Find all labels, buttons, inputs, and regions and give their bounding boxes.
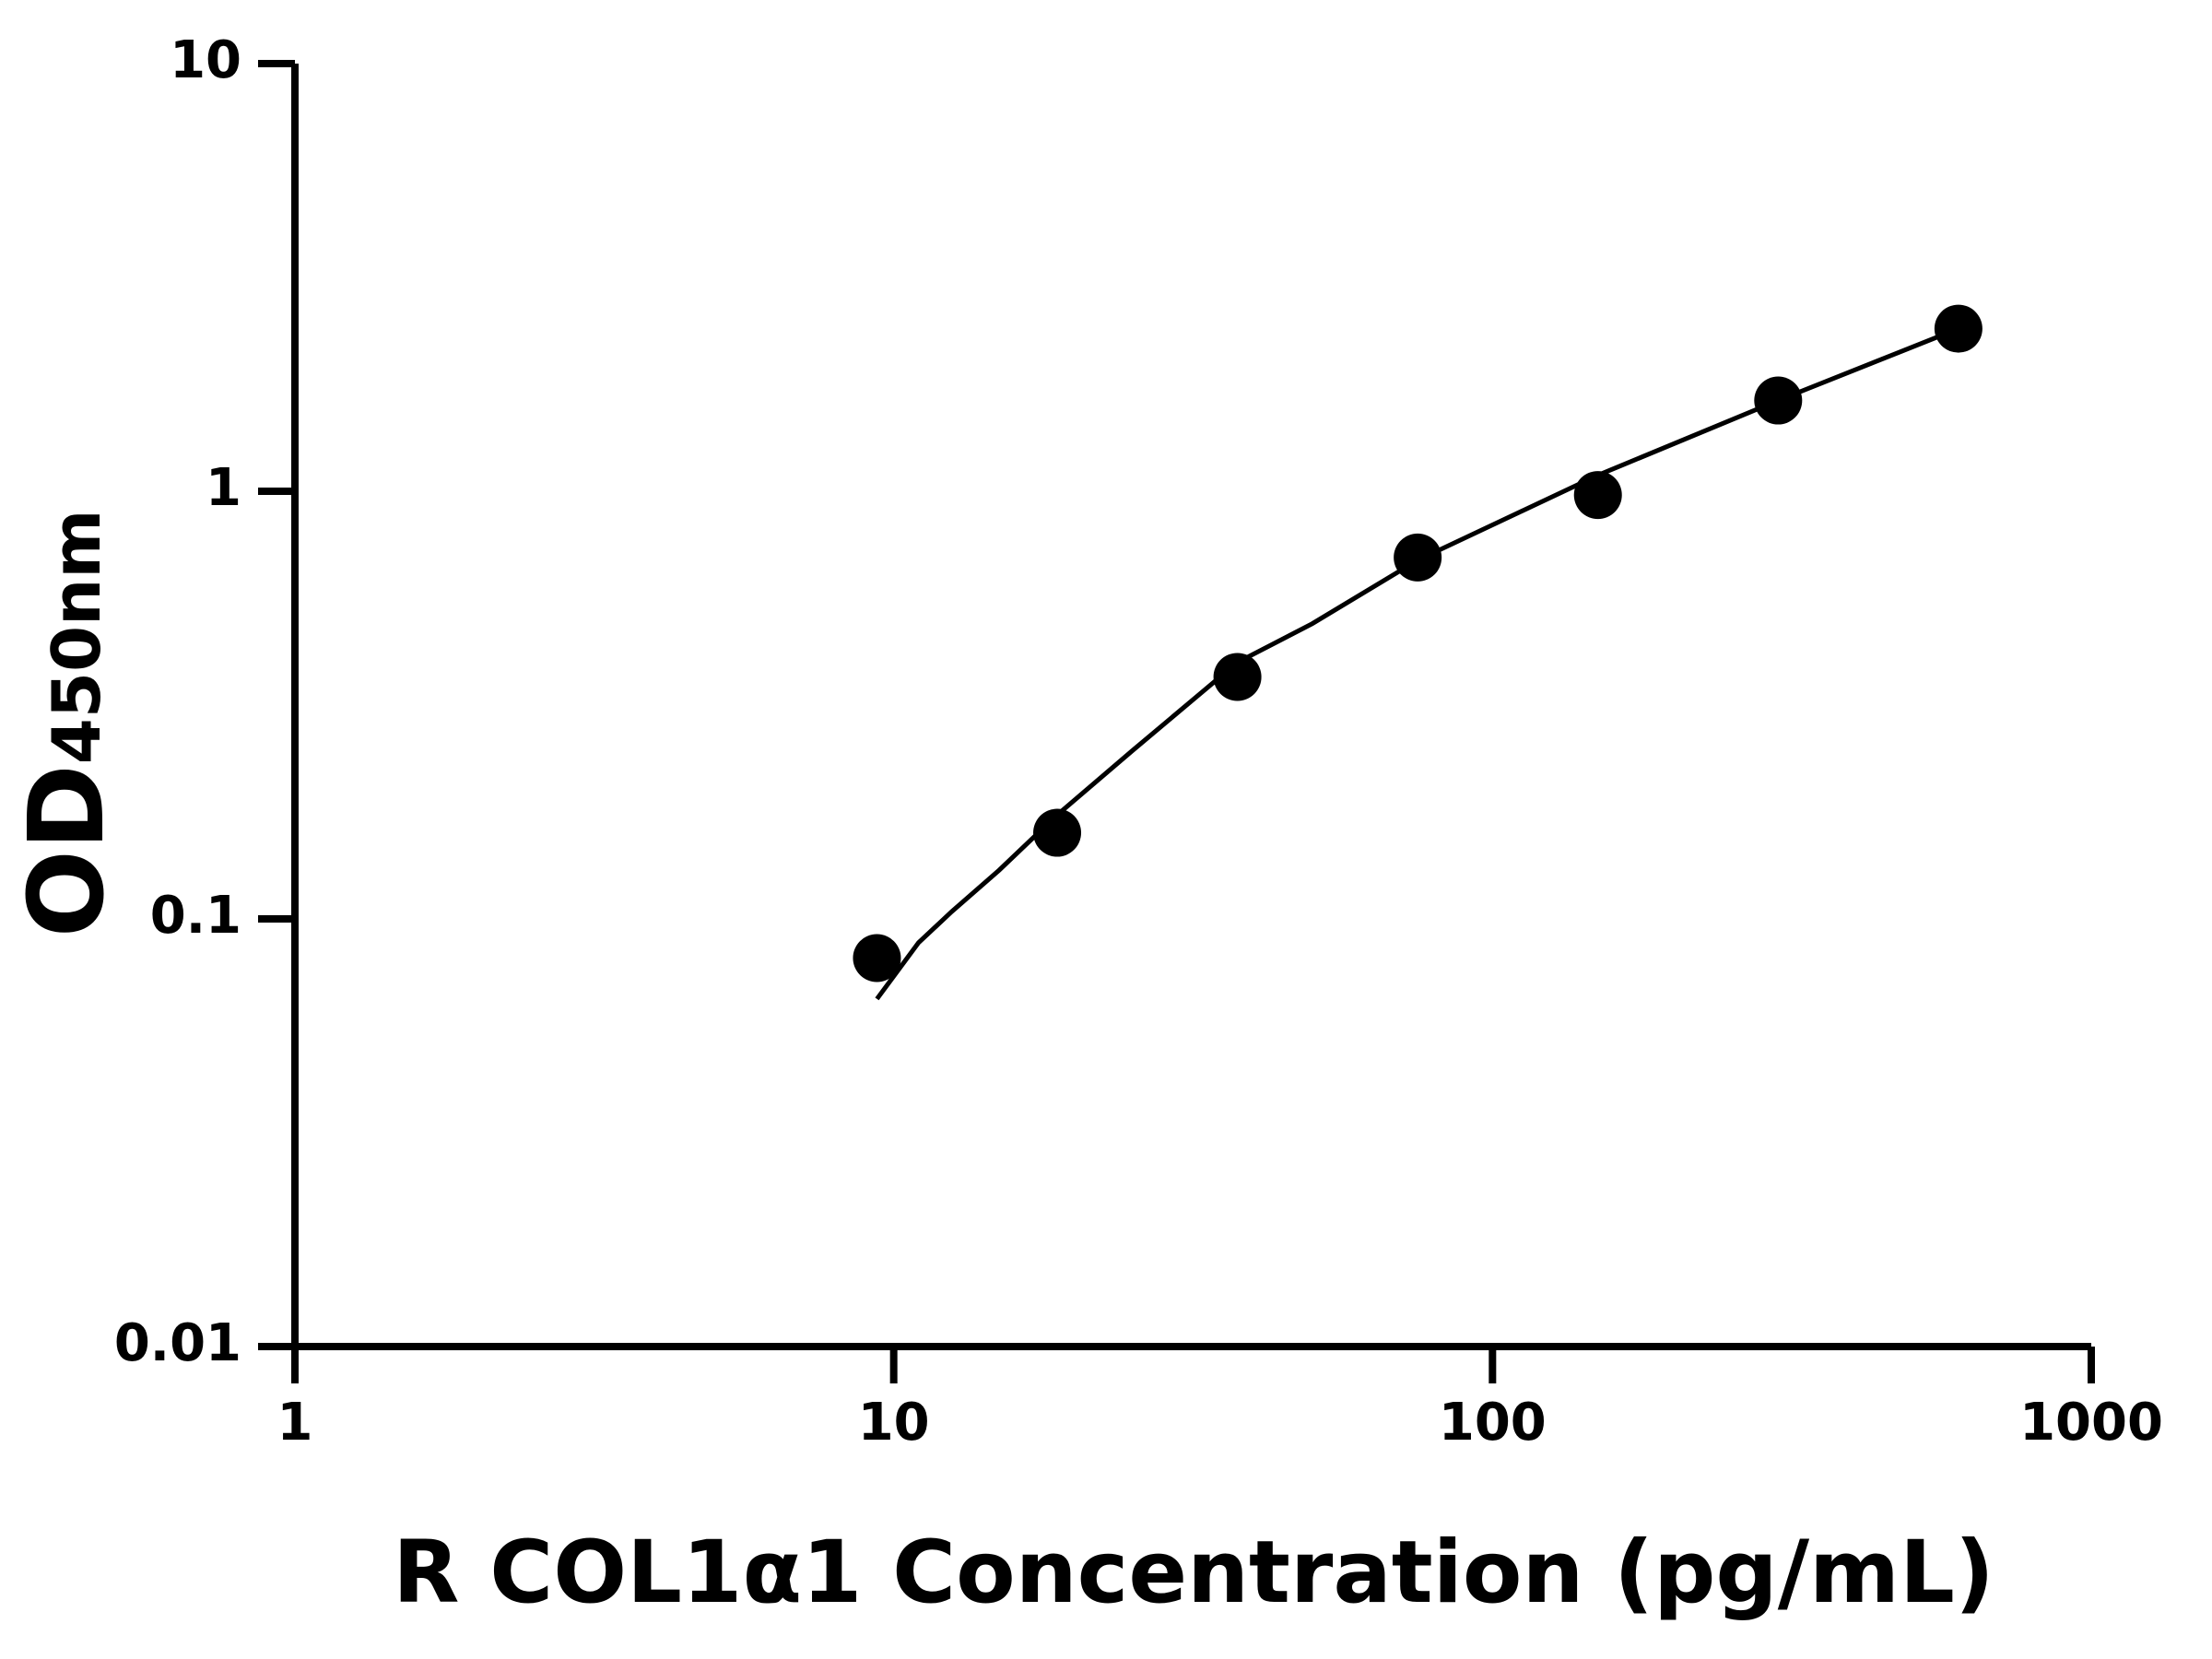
x-tick-label: 10 bbox=[858, 1393, 930, 1453]
x-axis-label: R COL1α1 Concentration (pg/mL) bbox=[393, 1523, 1994, 1623]
fit-curve bbox=[875, 326, 1959, 1001]
data-point bbox=[1934, 304, 1983, 353]
y-tick-label: 1 bbox=[206, 458, 241, 518]
data-point bbox=[1573, 471, 1622, 520]
data-point bbox=[853, 934, 901, 982]
y-axis-label: OD450nm bbox=[7, 510, 127, 938]
data-point bbox=[1394, 533, 1442, 582]
x-tick-label: 100 bbox=[1439, 1393, 1547, 1453]
data-point bbox=[1754, 376, 1803, 425]
x-tick-label: 1 bbox=[277, 1393, 313, 1453]
y-axis-label-sub: 450nm bbox=[38, 510, 115, 765]
x-tick-label: 1000 bbox=[2019, 1393, 2163, 1453]
y-tick-label: 10 bbox=[170, 30, 241, 90]
data-point bbox=[1033, 808, 1082, 857]
y-axis-label-main: OD bbox=[7, 764, 127, 937]
data-point bbox=[1213, 653, 1262, 701]
y-tick-label: 0.01 bbox=[114, 1313, 241, 1373]
y-tick-label: 0.1 bbox=[150, 886, 241, 946]
